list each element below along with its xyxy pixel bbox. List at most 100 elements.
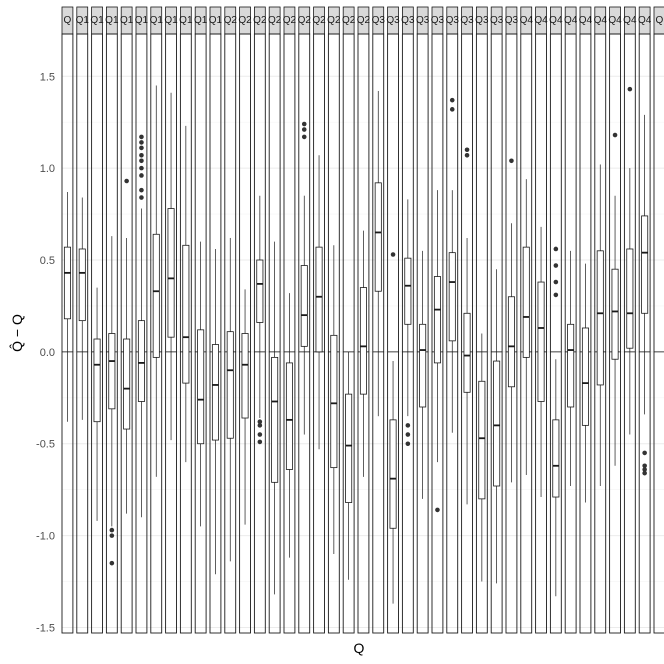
panel-border (401, 33, 414, 634)
outlier-point (257, 423, 263, 428)
facet-strip-label: Q3 (460, 15, 474, 26)
y-tick-label: -1.0 (36, 531, 55, 543)
outlier-point (139, 158, 144, 164)
panel-border (194, 33, 207, 634)
box-iqr (271, 356, 279, 483)
panel-border (298, 33, 311, 634)
panel-border (446, 33, 459, 634)
outlier-point (109, 527, 115, 533)
facet-panel: Q4 (594, 6, 607, 634)
panel-border (105, 33, 118, 634)
facet-panel: Q2 (342, 6, 356, 634)
facet-strip-label: Q1 (179, 15, 193, 26)
outlier-point (109, 533, 115, 538)
facet-panel: Q1 (194, 6, 208, 634)
facet-panel: Q2 (253, 6, 267, 634)
outlier-point (139, 145, 144, 151)
panel-border (253, 33, 266, 634)
facet-panel: Q (653, 6, 664, 634)
panel-border (76, 33, 89, 634)
box-iqr (389, 419, 397, 529)
facet-panel: Q2 (312, 6, 326, 634)
facet-panel: Q4 (520, 6, 534, 634)
facet-strip-label: Q2 (224, 15, 238, 26)
outlier-point (124, 178, 129, 184)
box-iqr (359, 287, 367, 395)
outlier-point (612, 132, 618, 138)
facet-strip-label: Q3 (475, 15, 489, 26)
facet-strip-label: Q1 (120, 15, 134, 26)
box-iqr (507, 296, 515, 388)
box-iqr (108, 333, 116, 410)
facet-panel: Q1 (150, 6, 164, 634)
panel-border (594, 33, 607, 634)
facet-strip-label: Q3 (505, 15, 519, 26)
panel-border (327, 33, 340, 634)
y-tick-label: -0.5 (36, 439, 55, 451)
facet-strip-label: Q2 (312, 15, 326, 26)
panel-border (461, 33, 473, 634)
panel-border (268, 33, 281, 634)
facet-strip-label: Q2 (342, 15, 356, 26)
facet-panel: Q1 (135, 6, 149, 634)
box-iqr (182, 244, 190, 384)
panel-border (135, 33, 148, 634)
outlier-point (139, 152, 144, 158)
facet-panel: Q2 (224, 6, 238, 634)
outlier-point (642, 463, 647, 469)
outlier-point (449, 107, 455, 112)
outlier-point (257, 419, 263, 424)
y-tick-label: 1.0 (40, 163, 55, 175)
outlier-point (139, 173, 144, 178)
facet-strip-label: Q2 (357, 15, 371, 26)
facet-strip-label: Q1 (150, 15, 164, 26)
box-iqr (78, 248, 86, 322)
facet-strip-label: Q4 (608, 15, 622, 26)
outlier-point (553, 246, 559, 252)
outlier-point (464, 147, 470, 153)
facet-strip-label: Q1 (76, 15, 90, 26)
panel-border (416, 33, 429, 634)
box-iqr (315, 246, 323, 353)
facet-strip-label: Q2 (268, 15, 282, 26)
facet-strip-label: Q4 (534, 15, 548, 26)
outlier-point (257, 439, 263, 445)
panel-border (579, 33, 592, 634)
box-iqr (152, 233, 160, 358)
panel-border (623, 33, 636, 634)
facet-panel: Q1 (90, 6, 104, 634)
outlier-point (449, 97, 455, 103)
facet-strip-label: Q1 (135, 15, 149, 26)
panel-border (179, 33, 192, 634)
outlier-point (509, 158, 514, 164)
facet-panel: Q1 (120, 6, 134, 634)
facet-strip-label: Q4 (520, 15, 534, 26)
panel-border (549, 33, 562, 634)
outlier-point (257, 432, 263, 437)
outlier-point (139, 134, 144, 140)
outlier-point (553, 292, 559, 298)
facet-panel: Q4 (534, 6, 548, 634)
box-iqr (285, 362, 293, 470)
facet-panel: Q1 (179, 6, 193, 634)
facet-panel: Q3 (505, 6, 519, 634)
facet-panel: Q1 (164, 6, 178, 634)
panel-border (609, 33, 621, 634)
panel-border (313, 33, 325, 634)
facet-panel: Q3 (401, 6, 415, 634)
box-iqr (404, 257, 412, 325)
facet-strip-label: Q3 (490, 15, 504, 26)
box-iqr (211, 344, 219, 441)
facet-strip-label: Q4 (564, 15, 578, 26)
box-iqr (567, 323, 575, 408)
box-iqr (537, 281, 545, 402)
facet-panel: Q3 (446, 6, 460, 634)
facet-strip-label: Q (64, 15, 72, 26)
panel-border (209, 33, 222, 634)
outlier-point (301, 121, 307, 127)
box-iqr (596, 250, 604, 386)
facet-strip-label: Q3 (446, 15, 460, 26)
facet-panel: Q1 (209, 6, 223, 634)
box-iqr (374, 182, 382, 292)
facet-panel: Q2 (357, 6, 371, 634)
